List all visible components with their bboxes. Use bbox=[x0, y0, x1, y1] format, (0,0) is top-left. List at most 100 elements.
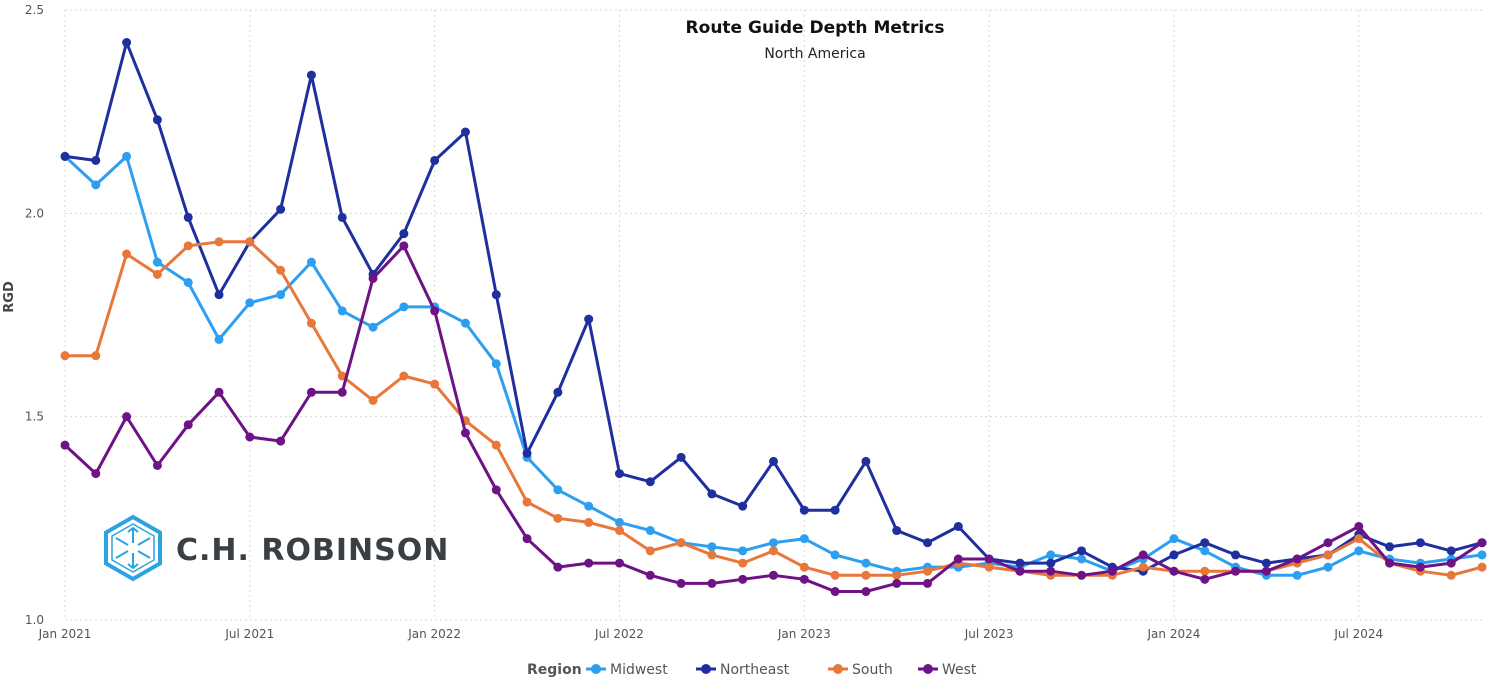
data-point bbox=[276, 265, 286, 275]
data-point bbox=[799, 562, 809, 572]
legend-swatch-dot bbox=[923, 664, 933, 674]
data-point bbox=[553, 387, 563, 397]
data-point bbox=[1385, 558, 1395, 568]
data-point bbox=[60, 151, 70, 161]
data-point bbox=[152, 115, 162, 125]
data-point bbox=[522, 448, 532, 458]
data-point bbox=[923, 578, 933, 588]
data-point bbox=[1354, 546, 1364, 556]
data-point bbox=[553, 485, 563, 495]
data-point bbox=[522, 534, 532, 544]
data-point bbox=[1446, 570, 1456, 580]
x-tick-label: Jan 2022 bbox=[407, 627, 461, 641]
data-point bbox=[91, 351, 101, 361]
data-point bbox=[861, 570, 871, 580]
data-point bbox=[769, 546, 778, 556]
company-logo: C.H. ROBINSON bbox=[104, 514, 448, 582]
data-point bbox=[122, 412, 132, 422]
legend-item-south[interactable]: South bbox=[828, 662, 893, 678]
data-point bbox=[1046, 550, 1056, 560]
data-point bbox=[861, 558, 871, 568]
data-point bbox=[276, 290, 286, 300]
data-point bbox=[861, 456, 871, 466]
chart-subtitle: North America bbox=[764, 46, 865, 62]
data-point bbox=[1200, 566, 1210, 576]
data-point bbox=[923, 538, 933, 548]
legend-title: Region bbox=[527, 662, 582, 678]
data-point bbox=[306, 387, 316, 397]
data-point bbox=[91, 469, 101, 479]
legend-swatch-dot bbox=[833, 664, 843, 674]
data-point bbox=[460, 127, 470, 137]
data-point bbox=[1169, 566, 1179, 576]
data-point bbox=[830, 505, 840, 515]
data-point bbox=[1292, 570, 1302, 580]
data-point bbox=[1046, 566, 1056, 576]
data-point bbox=[1169, 534, 1179, 544]
data-point bbox=[522, 497, 532, 507]
data-point bbox=[60, 351, 70, 361]
legend-item-midwest[interactable]: Midwest bbox=[586, 662, 668, 678]
data-point bbox=[399, 229, 409, 239]
data-point bbox=[584, 501, 594, 511]
data-point bbox=[91, 180, 101, 190]
data-point bbox=[1200, 538, 1210, 548]
data-point bbox=[306, 70, 316, 80]
data-point bbox=[1477, 562, 1487, 572]
data-point bbox=[1323, 562, 1333, 572]
y-tick-label: 2.5 bbox=[25, 3, 44, 17]
data-point bbox=[1107, 566, 1117, 576]
data-point bbox=[1354, 521, 1364, 531]
data-point bbox=[1200, 574, 1210, 584]
data-point bbox=[953, 554, 963, 564]
data-point bbox=[399, 371, 409, 381]
data-point bbox=[122, 38, 132, 48]
data-point bbox=[1231, 550, 1241, 560]
data-point bbox=[183, 420, 193, 430]
y-tick-label: 1.0 bbox=[25, 613, 44, 627]
data-point bbox=[707, 550, 717, 560]
data-point bbox=[276, 204, 286, 214]
data-point bbox=[645, 526, 655, 536]
data-point bbox=[1200, 546, 1210, 556]
legend-label: Northeast bbox=[720, 662, 790, 678]
legend-swatch-dot bbox=[701, 664, 711, 674]
data-point bbox=[1169, 550, 1179, 560]
data-point bbox=[830, 570, 840, 580]
x-tick-label: Jul 2023 bbox=[964, 627, 1014, 641]
data-point bbox=[399, 302, 409, 312]
data-point bbox=[830, 587, 840, 597]
data-point bbox=[1261, 558, 1271, 568]
data-point bbox=[430, 155, 440, 165]
data-point bbox=[707, 489, 717, 499]
data-point bbox=[1354, 534, 1364, 544]
grid-layer bbox=[64, 9, 1482, 621]
data-point bbox=[430, 306, 440, 316]
data-point bbox=[892, 526, 902, 536]
series-west bbox=[60, 241, 1487, 597]
data-point bbox=[1446, 558, 1456, 568]
data-point bbox=[399, 241, 409, 251]
data-point bbox=[984, 554, 994, 564]
series-northeast bbox=[60, 38, 1487, 576]
legend-label: West bbox=[942, 662, 977, 678]
data-point bbox=[953, 521, 963, 531]
data-point bbox=[491, 290, 501, 300]
data-point bbox=[152, 460, 162, 470]
data-point bbox=[799, 574, 809, 584]
legend-item-west[interactable]: West bbox=[918, 662, 977, 678]
data-point bbox=[337, 387, 347, 397]
data-point bbox=[676, 578, 686, 588]
data-point bbox=[769, 570, 778, 580]
legend-item-northeast[interactable]: Northeast bbox=[696, 662, 790, 678]
data-point bbox=[430, 379, 440, 389]
data-point bbox=[1292, 554, 1302, 564]
series-line bbox=[63, 154, 1483, 577]
data-point bbox=[614, 517, 624, 527]
data-point bbox=[60, 440, 70, 450]
data-point bbox=[245, 432, 255, 442]
data-point bbox=[368, 273, 378, 283]
data-point bbox=[491, 359, 501, 369]
data-point bbox=[738, 558, 748, 568]
data-point bbox=[584, 558, 594, 568]
